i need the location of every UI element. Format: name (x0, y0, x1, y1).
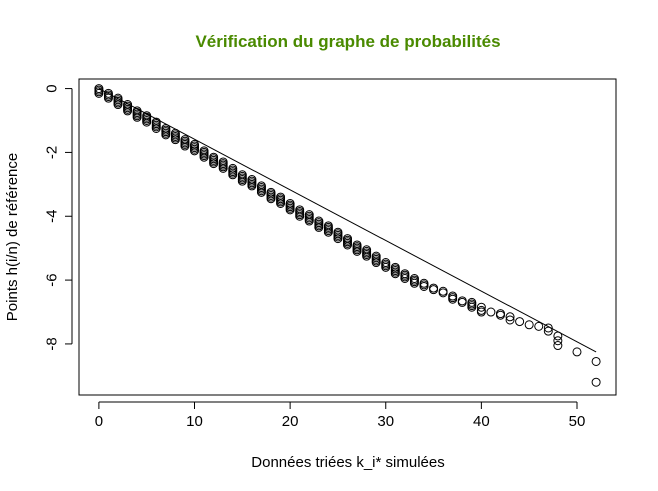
data-point (343, 240, 352, 250)
data-point (94, 88, 104, 98)
data-point (476, 307, 486, 317)
data-point (161, 130, 171, 140)
data-point (429, 285, 439, 295)
data-point (323, 227, 333, 237)
y-tick-label: 0 (44, 84, 61, 92)
data-point (190, 146, 200, 156)
data-point (572, 347, 582, 357)
data-point (524, 320, 534, 330)
data-point (457, 297, 467, 307)
data-point (285, 205, 295, 215)
data-point (409, 278, 419, 288)
fit-line (98, 88, 597, 353)
x-axis-label: Données triées k_i* simulées (251, 454, 444, 471)
data-point (304, 216, 314, 226)
x-tick-label: 40 (473, 413, 490, 430)
chart-title: Vérification du graphe de probabilités (195, 32, 500, 51)
data-point (295, 211, 305, 221)
y-tick-label: -6 (44, 273, 61, 286)
data-point (448, 294, 458, 304)
data-point (390, 269, 400, 279)
plot-frame (78, 78, 617, 396)
x-tick-label: 0 (95, 413, 103, 430)
data-point (400, 273, 410, 283)
data-point (237, 176, 247, 186)
data-point (543, 323, 553, 333)
data-point (553, 336, 563, 346)
data-point (419, 281, 429, 291)
data-point (113, 100, 123, 110)
data-point (505, 315, 515, 325)
y-axis-label: Points h(i/n) de référence (4, 153, 21, 321)
data-point (180, 141, 190, 151)
data-point (151, 123, 161, 133)
data-point (495, 310, 505, 320)
data-point (333, 234, 343, 244)
data-point (362, 251, 372, 261)
data-point (247, 181, 257, 191)
data-point (276, 198, 286, 208)
data-points (94, 84, 601, 387)
data-point (371, 258, 381, 268)
y-axis: 0 -2 -4 -6 -8 (44, 84, 73, 351)
data-point (534, 321, 544, 331)
x-tick-label: 20 (282, 413, 299, 430)
data-point (199, 152, 209, 162)
y-tick-label: -4 (44, 210, 61, 223)
data-point (553, 341, 563, 351)
data-point (352, 246, 362, 256)
data-point (209, 159, 219, 169)
data-point (228, 170, 238, 180)
data-point (438, 288, 448, 298)
data-point (476, 302, 486, 312)
data-point (381, 262, 391, 272)
data-point (218, 163, 228, 173)
data-point (515, 317, 525, 327)
data-point (591, 377, 601, 387)
data-point (591, 356, 601, 366)
x-tick-label: 50 (569, 413, 586, 430)
data-point (170, 135, 180, 145)
data-point (256, 187, 266, 197)
data-point (266, 194, 276, 204)
data-point (142, 117, 152, 127)
data-point (314, 222, 324, 232)
x-tick-label: 10 (186, 413, 203, 430)
data-point (543, 326, 553, 336)
x-tick-label: 30 (377, 413, 394, 430)
fit-line-group (98, 88, 597, 353)
data-point (486, 307, 496, 317)
data-point (505, 312, 515, 322)
x-axis: 0 10 20 30 40 50 (95, 401, 586, 430)
y-tick-label: -2 (44, 146, 61, 159)
data-point (123, 106, 133, 116)
y-tick-label: -8 (44, 337, 61, 350)
data-point (467, 302, 477, 312)
data-point (132, 112, 142, 122)
